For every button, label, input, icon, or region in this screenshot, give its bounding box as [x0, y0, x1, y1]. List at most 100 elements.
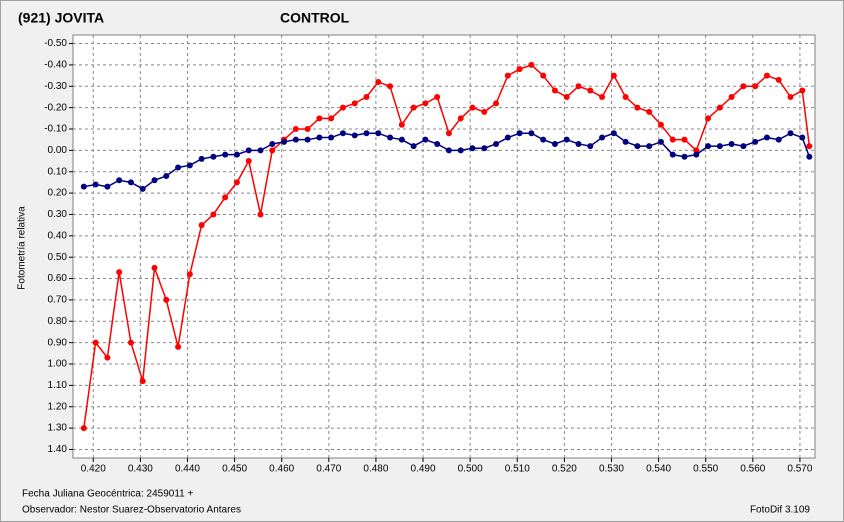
- data-point: [528, 130, 535, 137]
- data-point: [740, 83, 747, 90]
- footer-text: Observador: Nestor Suarez-Observatorio A…: [22, 505, 241, 516]
- data-point: [127, 339, 134, 346]
- x-tick-label: 0.420: [81, 464, 106, 475]
- data-point: [540, 72, 547, 79]
- data-point: [575, 83, 582, 90]
- data-point: [304, 136, 311, 143]
- data-point: [563, 93, 570, 100]
- y-tick-label: 0.90: [48, 337, 68, 348]
- data-point: [599, 134, 606, 141]
- data-point: [257, 147, 264, 154]
- data-point: [151, 177, 158, 184]
- data-point: [646, 108, 653, 115]
- y-tick-label: 0.10: [48, 166, 68, 177]
- data-point: [775, 136, 782, 143]
- data-point: [92, 181, 99, 188]
- data-point: [434, 140, 441, 147]
- data-point: [493, 100, 500, 107]
- data-point: [328, 115, 335, 122]
- data-point: [551, 87, 558, 94]
- data-point: [222, 194, 229, 201]
- y-tick-label: 0.30: [48, 209, 68, 220]
- data-point: [422, 100, 429, 107]
- data-point: [422, 136, 429, 143]
- x-tick-label: 0.480: [363, 464, 388, 475]
- data-point: [587, 87, 594, 94]
- data-point: [80, 183, 87, 190]
- data-point: [752, 83, 759, 90]
- data-point: [292, 136, 299, 143]
- data-point: [351, 100, 358, 107]
- data-point: [351, 132, 358, 139]
- data-point: [257, 211, 264, 218]
- data-point: [281, 138, 288, 145]
- data-point: [752, 138, 759, 145]
- y-tick-label: 0.80: [48, 316, 68, 327]
- data-point: [80, 425, 87, 432]
- x-tick-label: 0.500: [458, 464, 483, 475]
- data-point: [92, 339, 99, 346]
- data-point: [681, 136, 688, 143]
- footer-text: Fecha Juliana Geocéntrica: 2459011 +: [22, 489, 193, 500]
- data-point: [387, 83, 394, 90]
- data-point: [127, 179, 134, 186]
- data-point: [504, 134, 511, 141]
- data-point: [375, 79, 382, 85]
- data-point: [363, 93, 370, 100]
- y-tick-label: -0.40: [44, 60, 67, 71]
- data-point: [622, 93, 629, 100]
- series-title: (921) JOVITA: [18, 10, 104, 26]
- data-point: [198, 155, 205, 162]
- data-point: [139, 378, 146, 385]
- data-point: [339, 130, 346, 137]
- y-tick-label: 0.20: [48, 188, 68, 199]
- data-point: [763, 72, 770, 79]
- x-tick-label: 0.530: [599, 464, 624, 475]
- data-point: [469, 145, 476, 152]
- data-point: [481, 108, 488, 115]
- data-point: [716, 143, 723, 150]
- data-point: [693, 151, 700, 158]
- data-point: [175, 164, 182, 171]
- data-point: [787, 130, 794, 137]
- data-point: [210, 153, 217, 160]
- data-point: [151, 264, 158, 271]
- data-point: [806, 153, 813, 160]
- data-point: [587, 143, 594, 150]
- data-point: [210, 211, 217, 218]
- data-point: [763, 134, 770, 141]
- data-point: [540, 136, 547, 143]
- data-point: [634, 143, 641, 150]
- data-point: [375, 130, 382, 137]
- data-point: [610, 72, 617, 79]
- data-point: [693, 147, 700, 154]
- data-point: [316, 134, 323, 141]
- y-tick-label: 1.40: [48, 444, 68, 455]
- y-tick-label: 0.50: [48, 252, 68, 263]
- data-point: [705, 143, 712, 150]
- data-point: [528, 61, 535, 68]
- data-point: [245, 147, 252, 154]
- data-point: [186, 162, 193, 169]
- data-point: [104, 354, 111, 361]
- data-point: [563, 136, 570, 143]
- x-tick-label: 0.560: [740, 464, 765, 475]
- data-point: [493, 140, 500, 147]
- data-point: [481, 145, 488, 152]
- data-point: [646, 143, 653, 150]
- data-point: [116, 269, 123, 276]
- data-point: [469, 104, 476, 111]
- data-point: [434, 93, 441, 100]
- data-point: [728, 93, 735, 100]
- data-point: [269, 140, 276, 147]
- data-point: [186, 271, 193, 278]
- y-tick-label: 0.60: [48, 273, 68, 284]
- x-tick-label: 0.540: [646, 464, 671, 475]
- data-point: [339, 104, 346, 111]
- data-point: [304, 126, 311, 132]
- y-tick-label: -0.20: [44, 102, 67, 113]
- data-point: [445, 130, 452, 137]
- data-point: [163, 296, 170, 303]
- data-point: [328, 134, 335, 141]
- x-tick-label: 0.490: [411, 464, 436, 475]
